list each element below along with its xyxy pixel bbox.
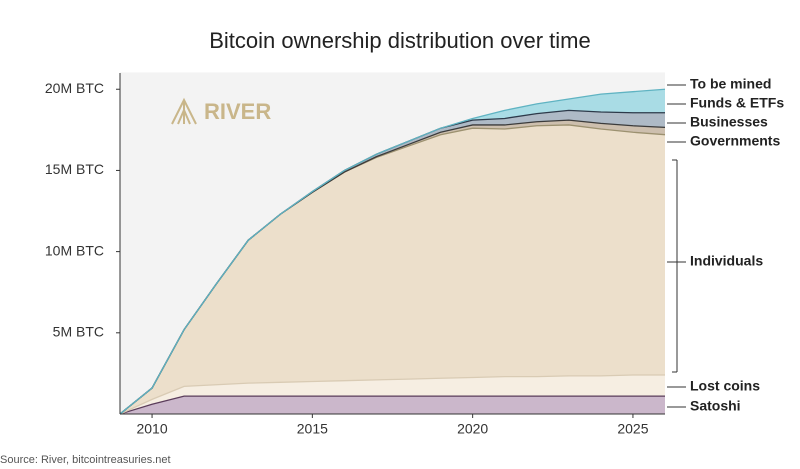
area-edge (119, 395, 665, 415)
y-tick-label: 10M BTC (45, 242, 104, 258)
series-label: Individuals (690, 253, 763, 269)
series-label: To be mined (690, 76, 771, 92)
x-tick-label: 2015 (297, 421, 328, 437)
series-label: Lost coins (690, 378, 760, 394)
x-tick-label: 2020 (457, 421, 488, 437)
x-tick-label: 2010 (136, 421, 167, 437)
logo: RIVER (171, 97, 271, 125)
area-edge (119, 88, 666, 415)
series-label: Businesses (690, 114, 768, 130)
series-label: Governments (690, 133, 780, 149)
source-note: Source: River, bitcointreasuries.net (0, 454, 171, 466)
chart-title: Bitcoin ownership distribution over time (209, 28, 591, 53)
logo-text: RIVER (204, 99, 271, 124)
y-tick-label: 20M BTC (45, 80, 104, 96)
area (120, 396, 665, 414)
series-label: Satoshi (690, 398, 741, 414)
series-label: Funds & ETFs (690, 95, 784, 111)
area (120, 375, 665, 414)
x-tick-label: 2025 (617, 421, 648, 437)
logo-icon (171, 97, 197, 125)
area (120, 73, 665, 414)
area (120, 124, 665, 414)
y-tick-label: 5M BTC (53, 324, 104, 340)
y-tick-label: 15M BTC (45, 161, 104, 177)
area-edge (119, 374, 665, 415)
